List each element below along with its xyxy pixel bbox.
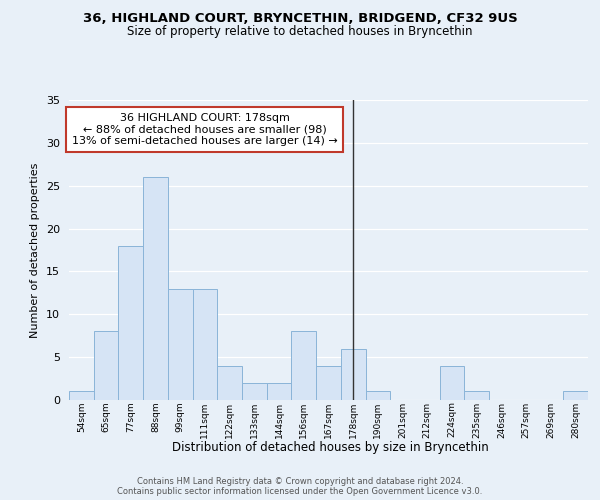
Bar: [94, 332, 118, 400]
Bar: [267, 383, 292, 400]
Text: 36, HIGHLAND COURT, BRYNCETHIN, BRIDGEND, CF32 9US: 36, HIGHLAND COURT, BRYNCETHIN, BRIDGEND…: [83, 12, 517, 26]
Bar: [464, 392, 489, 400]
Bar: [118, 246, 143, 400]
Bar: [69, 392, 94, 400]
Text: 36 HIGHLAND COURT: 178sqm
← 88% of detached houses are smaller (98)
13% of semi-: 36 HIGHLAND COURT: 178sqm ← 88% of detac…: [72, 113, 338, 146]
Bar: [193, 288, 217, 400]
Text: Distribution of detached houses by size in Bryncethin: Distribution of detached houses by size …: [172, 441, 488, 454]
Bar: [143, 177, 168, 400]
Text: Contains public sector information licensed under the Open Government Licence v3: Contains public sector information licen…: [118, 486, 482, 496]
Bar: [365, 392, 390, 400]
Bar: [292, 332, 316, 400]
Bar: [242, 383, 267, 400]
Text: Contains HM Land Registry data © Crown copyright and database right 2024.: Contains HM Land Registry data © Crown c…: [137, 476, 463, 486]
Bar: [217, 366, 242, 400]
Bar: [316, 366, 341, 400]
Bar: [168, 288, 193, 400]
Bar: [440, 366, 464, 400]
Bar: [341, 348, 365, 400]
Bar: [563, 392, 588, 400]
Text: Size of property relative to detached houses in Bryncethin: Size of property relative to detached ho…: [127, 25, 473, 38]
Y-axis label: Number of detached properties: Number of detached properties: [30, 162, 40, 338]
